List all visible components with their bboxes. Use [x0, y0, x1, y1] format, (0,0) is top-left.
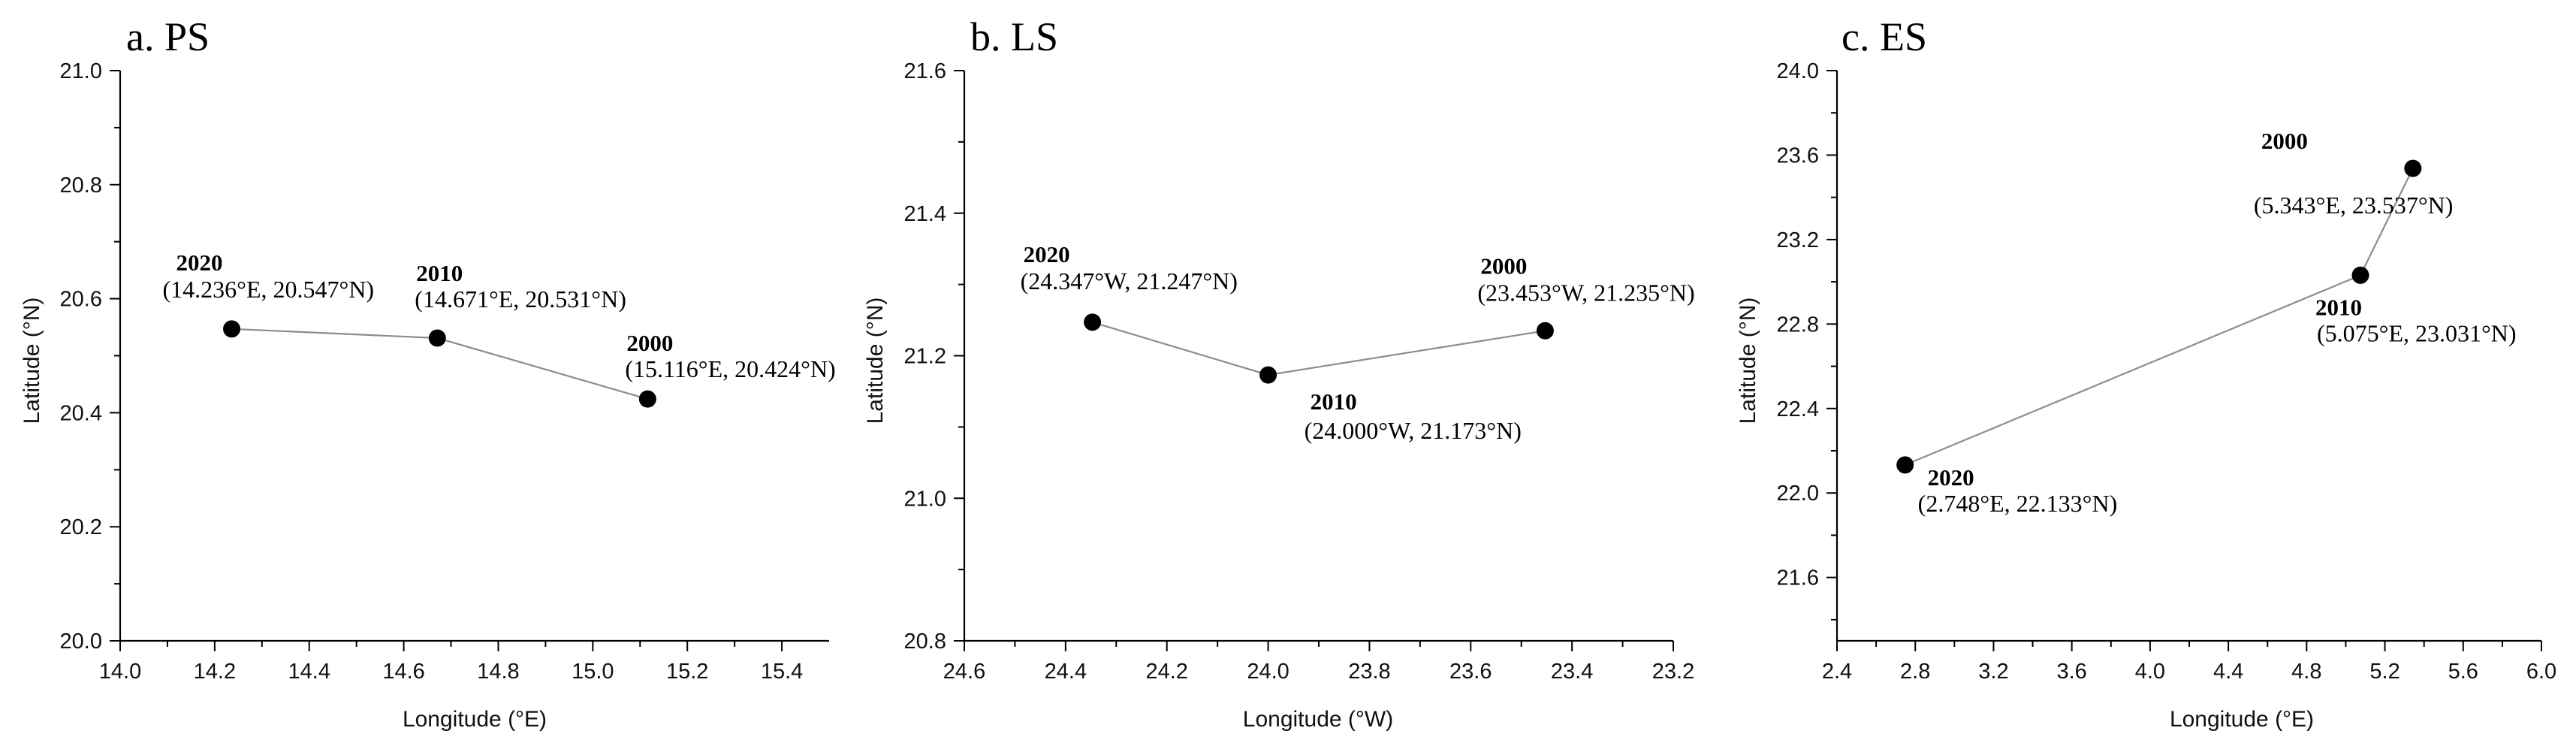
year-label-2020: 2020 [1928, 464, 1974, 491]
year-label-2000: 2000 [1480, 252, 1527, 279]
y-tick-label: 20.8 [904, 630, 946, 654]
plot-1: 24.6 24.4 24.2 24.0 23.8 23.6 23.4 23.2 20.8 21.0… [904, 59, 1695, 684]
y-axis-title: Latitude (°N) [863, 297, 888, 424]
coord-label-2000: (5.343°E, 23.537°N) [2254, 192, 2454, 219]
year-label-2010: 2010 [1311, 388, 1357, 415]
y-tick-label: 24.0 [1777, 59, 1819, 83]
panel-b: b. LS Longitude (°W) Latitude (°N) [863, 14, 1393, 732]
data-point-2020 [1084, 313, 1102, 331]
y-tick-label: 22.8 [1777, 313, 1819, 337]
coord-label-2020: (2.748°E, 22.133°N) [1918, 490, 2118, 517]
x-axis-title: Longitude (°W) [1243, 707, 1393, 732]
data-point-2020 [1896, 456, 1914, 474]
year-label-2000: 2000 [626, 330, 673, 356]
y-tick-label: 22.4 [1777, 397, 1819, 421]
x-tick-label: 14.0 [99, 660, 141, 684]
x-tick-label: 15.4 [761, 660, 803, 684]
x-tick-label: 23.6 [1449, 660, 1492, 684]
x-tick-label: 5.6 [2448, 660, 2478, 684]
y-tick-label: 22.0 [1777, 482, 1819, 506]
x-tick-label: 3.6 [2057, 660, 2087, 684]
x-axis-title: Longitude (°E) [2170, 707, 2314, 732]
y-tick-label: 20.4 [60, 401, 102, 425]
data-point-2020 [223, 320, 241, 338]
coord-label-2000: (23.453°W, 21.235°N) [1477, 279, 1694, 306]
x-tick-label: 24.4 [1045, 660, 1087, 684]
data-point-2000 [1536, 322, 1554, 340]
y-tick-label: 20.6 [60, 288, 102, 312]
x-tick-label: 24.6 [943, 660, 985, 684]
y-tick-label: 21.0 [60, 59, 102, 83]
panel-a: a. PS Longitude (°E) Latitude (°N) [20, 14, 547, 732]
x-tick-label: 14.8 [477, 660, 519, 684]
year-label-2010: 2010 [2315, 294, 2362, 320]
y-tick-label: 20.0 [60, 630, 102, 654]
panel-c: c. ES Longitude (°E) Latitude (°N) [1736, 14, 2314, 732]
x-tick-label: 2.4 [1822, 660, 1852, 684]
x-axis-title: Longitude (°E) [403, 707, 547, 732]
series-line [1092, 321, 1546, 376]
y-axis-title: Latitude (°N) [20, 297, 44, 424]
x-tick-label: 23.8 [1348, 660, 1390, 684]
x-tick-label: 14.6 [382, 660, 424, 684]
coord-label-2010: (5.075°E, 23.031°N) [2317, 319, 2517, 346]
y-tick-label: 21.4 [904, 202, 946, 226]
y-tick-label: 21.6 [904, 59, 946, 83]
x-tick-label: 6.0 [2526, 660, 2556, 684]
y-tick-label: 21.6 [1777, 566, 1819, 590]
coord-label-2010: (14.671°E, 20.531°N) [415, 285, 626, 313]
data-point-2010 [1259, 366, 1277, 384]
year-label-2020: 2020 [176, 249, 223, 276]
panel-title: b. LS [970, 14, 1058, 59]
y-tick-label: 23.6 [1777, 143, 1819, 168]
x-tick-label: 15.0 [572, 660, 614, 684]
x-tick-label: 24.2 [1145, 660, 1187, 684]
x-tick-label: 14.2 [194, 660, 236, 684]
x-tick-label: 14.4 [288, 660, 330, 684]
coord-label-2020: (14.236°E, 20.547°N) [163, 276, 375, 303]
data-point-2010 [2351, 266, 2369, 284]
x-tick-label: 2.8 [1900, 660, 1930, 684]
year-label-2000: 2000 [2261, 128, 2308, 154]
x-tick-label: 4.4 [2213, 660, 2243, 684]
plot-0: 14.0 14.2 14.4 14.6 14.8 15.0 15.2 15.4 20.0 20.2… [60, 59, 836, 684]
x-tick-label: 5.2 [2369, 660, 2400, 684]
y-tick-label: 20.2 [60, 515, 102, 539]
x-tick-label: 23.4 [1551, 660, 1593, 684]
coord-label-2010: (24.000°W, 21.173°N) [1305, 417, 1522, 444]
year-label-2010: 2010 [416, 260, 463, 286]
y-tick-label: 21.2 [904, 345, 946, 369]
x-tick-label: 24.0 [1247, 660, 1289, 684]
plot-2: 2.4 2.8 3.2 3.6 4.0 4.4 4.8 5.2 5.6 6.0 21.6 22.0 22… [1777, 59, 2557, 684]
y-axis-title: Latitude (°N) [1736, 297, 1760, 424]
x-tick-label: 4.8 [2291, 660, 2321, 684]
x-tick-label: 4.0 [2135, 660, 2165, 684]
year-label-2020: 2020 [1024, 241, 1070, 267]
y-tick-label: 20.8 [60, 174, 102, 198]
data-point-2010 [428, 329, 446, 347]
panel-title: c. ES [1842, 14, 1927, 59]
data-point-2000 [638, 390, 656, 408]
coord-label-2000: (15.116°E, 20.424°N) [625, 355, 835, 382]
y-tick-label: 21.0 [904, 487, 946, 511]
y-tick-label: 23.2 [1777, 228, 1819, 252]
x-tick-label: 15.2 [666, 660, 708, 684]
panel-title: a. PS [126, 14, 210, 59]
x-tick-label: 3.2 [1978, 660, 2008, 684]
data-point-2000 [2404, 159, 2422, 177]
x-tick-label: 23.2 [1652, 660, 1694, 684]
coord-label-2020: (24.347°W, 21.247°N) [1021, 267, 1238, 294]
